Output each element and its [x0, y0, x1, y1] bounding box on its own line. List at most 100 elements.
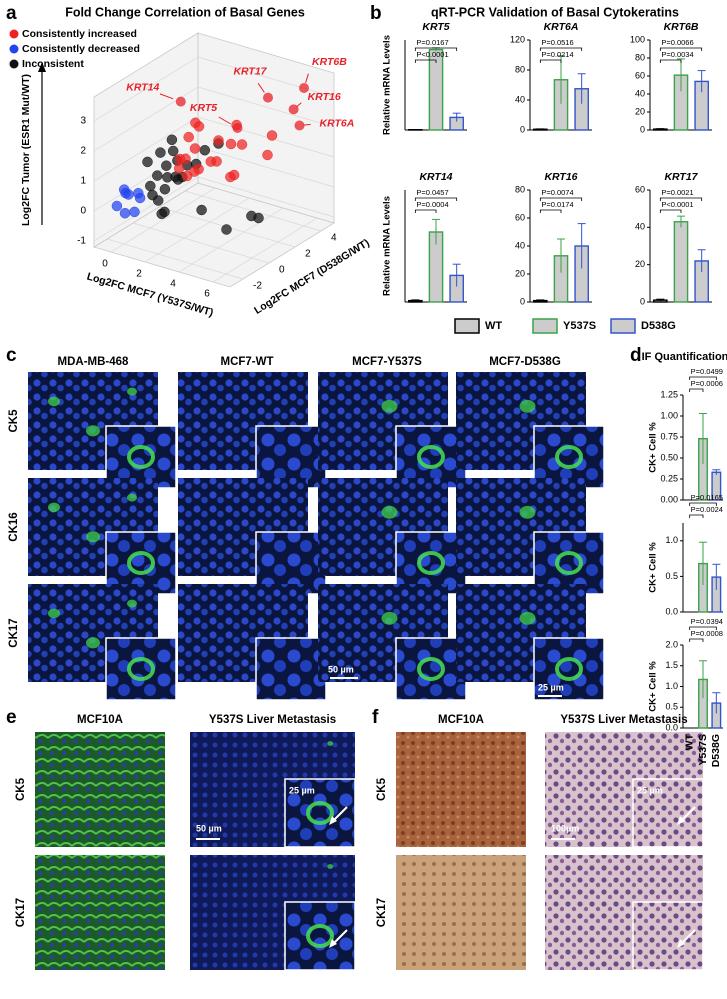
point	[159, 183, 171, 195]
legend-marker	[9, 44, 19, 54]
y-axis-title: Relative mRNA Levels	[382, 35, 393, 135]
x-tick-label: Y537S	[697, 734, 709, 766]
point	[161, 160, 172, 171]
point	[183, 131, 194, 143]
y-tick-label: 80	[635, 52, 645, 62]
x-tick-label: 4	[170, 279, 176, 290]
micrograph	[396, 855, 526, 970]
grid-line	[93, 86, 335, 152]
arrow	[332, 929, 348, 945]
stain	[48, 502, 60, 513]
annotation-arrow	[296, 102, 302, 108]
stain	[381, 611, 398, 625]
y-tick-label: 0.00	[660, 494, 678, 504]
legend-swatch	[610, 318, 636, 334]
point	[221, 224, 232, 235]
chart-title: KRT6A	[544, 21, 579, 33]
y-tick-label: 0.5	[665, 702, 678, 712]
annotation-arrow	[305, 73, 309, 83]
y-tick-label: 1.0	[665, 681, 678, 691]
significance-bracket	[689, 626, 717, 630]
chart-title: KRT17	[664, 171, 698, 183]
inset	[395, 637, 467, 701]
p-value: P=0.0074	[541, 188, 573, 197]
stain	[417, 551, 445, 575]
p-value: P=0.0165	[691, 493, 723, 502]
grid-line	[93, 176, 335, 242]
scale-bar-label: 25 µm	[538, 682, 564, 692]
arrow-head	[677, 939, 685, 948]
p-value: P=0.0174	[541, 200, 573, 209]
p-value: P=0.0214	[541, 50, 573, 59]
legend-label: Consistently decreased	[22, 43, 140, 55]
inset	[284, 901, 356, 971]
inset	[533, 425, 605, 489]
micrograph	[35, 732, 165, 847]
p-value: P=0.0008	[691, 629, 723, 638]
significance-bracket	[414, 47, 458, 51]
y-tick-label: 80	[515, 64, 525, 74]
panel-title: qRT-PCR Validation of Basal Cytokeratins	[431, 5, 679, 19]
y-tick-label: 0.75	[660, 431, 678, 441]
scale-bar-label: 25 µm	[289, 785, 315, 795]
y-tick-label: 0	[520, 296, 525, 306]
panel-label: b	[370, 3, 382, 24]
inset	[533, 637, 605, 701]
chart-title: Fold Change Correlation of Basal Genes	[65, 5, 305, 19]
y-tick-label: 0.0	[665, 722, 678, 732]
stain	[381, 505, 398, 519]
stain	[417, 657, 445, 681]
point	[199, 144, 211, 156]
y-tick-label: 1.25	[660, 389, 678, 399]
panel-label: c	[6, 345, 17, 366]
point	[180, 153, 191, 165]
y-tick-label: 2.0	[665, 639, 678, 649]
point	[196, 204, 207, 216]
micrograph	[396, 732, 526, 847]
grid-line	[212, 217, 318, 283]
significance-bracket	[689, 638, 704, 642]
significance-bracket	[539, 209, 562, 213]
x-tick-label: 2	[136, 269, 142, 280]
stain	[306, 924, 334, 948]
panel-label: e	[6, 707, 17, 728]
y-tick-label: 0.50	[660, 452, 678, 462]
panel-label: d	[630, 345, 642, 366]
y-tick-label: 0	[640, 124, 645, 134]
significance-bracket	[689, 388, 704, 392]
row-label: CK5	[8, 409, 20, 433]
point	[133, 187, 144, 199]
p-value: P=0.0457	[416, 188, 448, 197]
annotation: KRT17	[233, 65, 267, 77]
row-label: CK5	[376, 777, 388, 801]
point	[145, 180, 156, 192]
stain	[127, 493, 137, 502]
column-header: Y537S Liver Metastasis	[560, 714, 687, 726]
legend-marker	[9, 29, 19, 39]
y-tick-label: 80	[515, 184, 525, 194]
y-tick-label: 1.5	[665, 660, 678, 670]
significance-bracket	[539, 47, 583, 51]
stain	[417, 445, 445, 469]
point	[111, 200, 123, 212]
p-value: P=0.0066	[661, 38, 693, 47]
x-tick-label: WT	[683, 733, 695, 750]
stain	[127, 657, 155, 681]
y-axis-title: CK+ Cell %	[648, 661, 659, 712]
scale-bar-label: 50 µm	[196, 823, 222, 833]
column-header: MCF7-WT	[220, 356, 273, 368]
arrow-head	[677, 816, 685, 825]
significance-bracket	[414, 197, 458, 201]
row-label: CK5	[15, 777, 27, 801]
z-tick-label: 2	[80, 146, 86, 157]
y-tick-label: 20	[635, 259, 645, 269]
inset	[284, 778, 356, 848]
arrow	[680, 806, 696, 822]
y-tick-label: 0.25	[660, 473, 678, 483]
point	[236, 139, 248, 150]
significance-bracket	[659, 209, 682, 213]
y-tick-label: 0.5	[665, 571, 678, 581]
p-value: P=0.0034	[661, 50, 693, 59]
stain	[519, 611, 536, 625]
point	[225, 138, 237, 150]
